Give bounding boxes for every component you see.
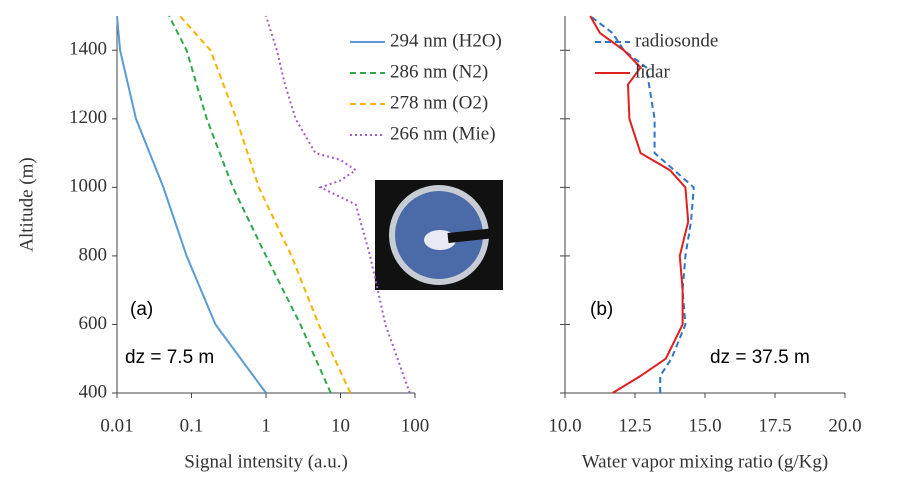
legend-label: 266 nm (Mie) <box>390 123 496 144</box>
annotation: (b) <box>590 299 613 320</box>
data-line <box>179 15 352 394</box>
x-tick-label: 10.0 <box>548 415 581 436</box>
legend-label: radiosonde <box>635 30 718 51</box>
legend-label: 294 nm (H2O) <box>390 30 502 51</box>
y-tick-label: 1000 <box>69 176 107 197</box>
x-tick-label: 1 <box>261 415 271 436</box>
legend-label: 286 nm (N2) <box>390 61 488 82</box>
sky-photo <box>375 180 503 290</box>
legend-label: lidar <box>635 61 670 82</box>
x-tick-label: 10 <box>331 415 350 436</box>
x-tick-label: 12.5 <box>618 415 651 436</box>
y-tick-label: 600 <box>79 313 108 334</box>
data-line <box>116 15 267 394</box>
y-tick-label: 800 <box>79 244 108 265</box>
y-tick-label: 1200 <box>69 107 107 128</box>
x-axis-label: Signal intensity (a.u.) <box>184 451 348 472</box>
x-tick-label: 0.1 <box>180 415 204 436</box>
x-axis-label: Water vapor mixing ratio (g/Kg) <box>582 451 828 472</box>
x-tick-label: 100 <box>401 415 430 436</box>
y-tick-label: 400 <box>79 381 108 402</box>
x-tick-label: 17.5 <box>758 415 791 436</box>
annotation: (a) <box>130 299 153 320</box>
annotation: dz = 7.5 m <box>125 347 214 368</box>
y-tick-label: 1400 <box>69 39 107 60</box>
x-tick-label: 15.0 <box>688 415 721 436</box>
x-tick-label: 20.0 <box>828 415 861 436</box>
annotation: dz = 37.5 m <box>710 347 810 368</box>
y-axis-label: Altitude (m) <box>16 157 37 251</box>
data-line <box>589 15 695 393</box>
x-tick-label: 0.01 <box>100 415 133 436</box>
data-line <box>168 15 332 394</box>
legend-label: 278 nm (O2) <box>390 92 488 113</box>
data-line <box>589 15 690 394</box>
